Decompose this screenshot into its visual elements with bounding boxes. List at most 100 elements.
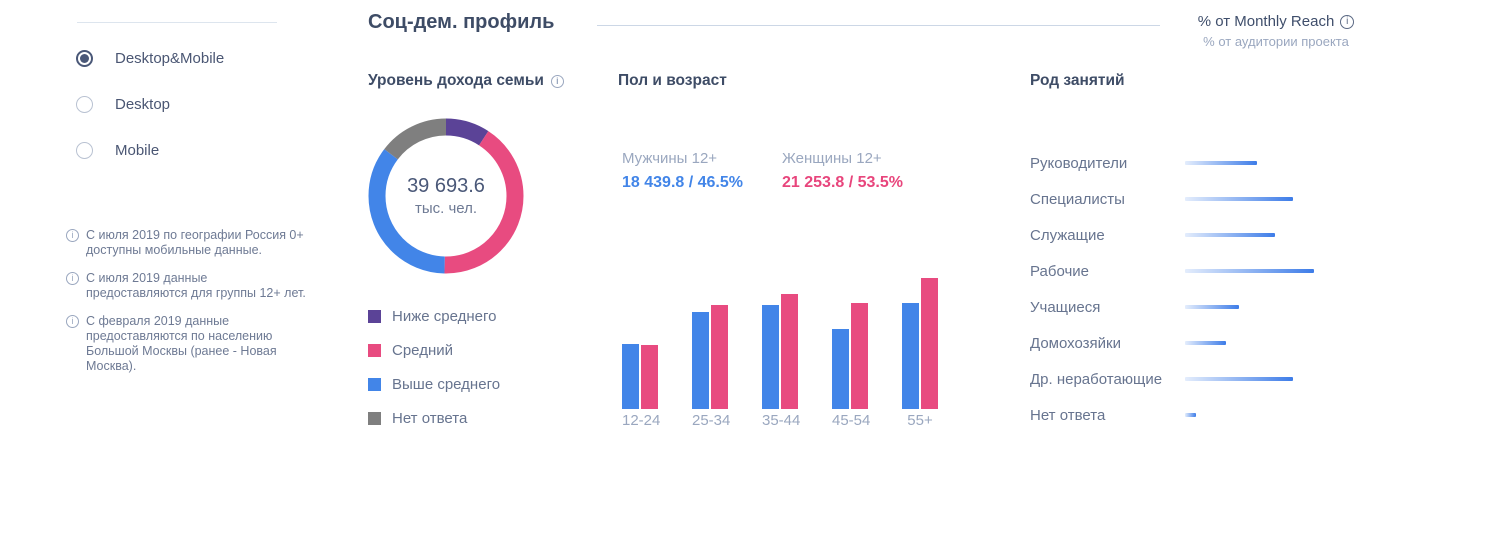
donut-segment[interactable]: [368, 118, 524, 274]
legend-swatch: [368, 411, 381, 425]
footnote: i С июля 2019 по географии Россия 0+ дост…: [66, 228, 322, 258]
occupation-bar[interactable]: [1185, 161, 1257, 165]
radio-selected-icon[interactable]: [76, 49, 93, 67]
legend-label: Ниже среднего: [392, 307, 497, 325]
bar[interactable]: [851, 303, 868, 409]
radio-label: Desktop&Mobile: [115, 49, 225, 67]
occupation-row: Рабочие: [1030, 253, 1314, 289]
reach-metric-toggle[interactable]: % от Monthly Reach i: [1198, 13, 1355, 30]
info-icon: i: [66, 315, 79, 328]
age-category-label: 25-34: [692, 412, 731, 429]
footnote: i С февраля 2019 данные предоставляются п…: [66, 314, 322, 374]
bar[interactable]: [641, 345, 658, 409]
radio-label: Mobile: [115, 141, 160, 159]
occupation-label: Служащие: [1030, 226, 1105, 244]
info-icon[interactable]: i: [550, 75, 564, 88]
radio-label: Desktop: [115, 95, 171, 113]
occupation-label: Специалисты: [1030, 190, 1125, 208]
gender-section-title: Пол и возраст: [618, 72, 727, 90]
bar[interactable]: [711, 305, 728, 409]
bar[interactable]: [921, 278, 938, 409]
reach-metric-block: % от Monthly Reach i % от аудитории проек…: [1186, 13, 1366, 49]
female-stats: Женщины 12+ 21 253.8 / 53.5%: [782, 150, 942, 192]
radio-option-mobile[interactable]: Mobile: [76, 140, 224, 160]
income-legend: Ниже среднего Средний Выше среднего Нет отв…: [368, 306, 500, 442]
info-icon[interactable]: i: [1340, 15, 1355, 29]
occupation-bar[interactable]: [1185, 341, 1226, 345]
bar[interactable]: [692, 312, 709, 409]
male-stats: Мужчины 12+ 18 439.8 / 46.5%: [622, 150, 782, 192]
occupation-bar[interactable]: [1185, 269, 1314, 273]
footnote-text: С июля 2019 данные предоставляются для г…: [86, 271, 306, 300]
donut-segment[interactable]: [368, 118, 524, 274]
gender-age-bar-chart: [618, 278, 938, 409]
occupation-bar[interactable]: [1185, 197, 1293, 201]
age-category-label: 12-24: [622, 412, 661, 429]
income-donut-chart[interactable]: 39 693.6 тыс. чел.: [368, 118, 524, 274]
bar-group-35-44: [762, 294, 798, 409]
radio-option-desktop[interactable]: Desktop: [76, 94, 224, 114]
page-title: Соц-дем. профиль: [368, 11, 555, 33]
footnote-text: С июля 2019 по географии Россия 0+ досту…: [86, 228, 304, 257]
legend-label: Нет ответа: [392, 409, 468, 427]
legend-item: Средний: [368, 340, 500, 360]
female-value: 21 253.8 / 53.5%: [782, 174, 903, 191]
legend-swatch: [368, 377, 381, 391]
occupation-row: Нет ответа: [1030, 397, 1314, 433]
occupation-bar[interactable]: [1185, 233, 1275, 237]
info-icon: i: [66, 272, 79, 285]
occupation-bar[interactable]: [1185, 413, 1196, 417]
bar-group-45-54: [832, 303, 868, 409]
occupation-bar[interactable]: [1185, 305, 1239, 309]
legend-item: Ниже среднего: [368, 306, 500, 326]
sidebar-notes: i С июля 2019 по географии Россия 0+ дост…: [66, 228, 322, 387]
total-audience-value: 39 693.6: [407, 175, 485, 197]
bar[interactable]: [902, 303, 919, 409]
footnote: i С июля 2019 данные предоставляются для …: [66, 271, 322, 301]
donut-segment[interactable]: [368, 118, 524, 274]
age-category-label: 45-54: [832, 412, 871, 429]
bar-group-55+: [902, 278, 938, 409]
donut-center-label: 39 693.6 тыс. чел.: [368, 118, 524, 274]
age-category-label: 35-44: [762, 412, 801, 429]
total-audience-unit: тыс. чел.: [414, 200, 478, 217]
occupation-bar-chart: Руководители Специалисты Служащие Рабочие Уч…: [1030, 145, 1314, 433]
occupation-row: Др. неработающие: [1030, 361, 1314, 397]
bar[interactable]: [781, 294, 798, 409]
occupation-label: Домохозяйки: [1030, 334, 1121, 352]
radio-unselected-icon[interactable]: [76, 141, 93, 159]
legend-item: Нет ответа: [368, 408, 500, 428]
legend-swatch: [368, 309, 381, 323]
legend-label: Выше среднего: [392, 375, 501, 393]
occupation-row: Специалисты: [1030, 181, 1314, 217]
gender-title-text: Пол и возраст: [618, 72, 727, 89]
bar[interactable]: [762, 305, 779, 409]
occupation-section-title: Род занятий: [1030, 72, 1125, 90]
bar-group-25-34: [692, 305, 728, 409]
footnote-text: С февраля 2019 данные предоставляются по…: [86, 314, 277, 373]
bar-group-12-24: [622, 344, 658, 409]
gender-stats: Мужчины 12+ 18 439.8 / 46.5% Женщины 12+…: [622, 150, 942, 192]
occupation-title-text: Род занятий: [1030, 72, 1125, 89]
reach-metric-sublabel: % от аудитории проекта: [1203, 34, 1349, 49]
income-section-title: Уровень дохода семьи i: [368, 72, 564, 90]
income-title-text: Уровень дохода семьи: [368, 72, 544, 89]
bar[interactable]: [622, 344, 639, 409]
occupation-label: Руководители: [1030, 154, 1128, 172]
occupation-row: Домохозяйки: [1030, 325, 1314, 361]
gender-age-categories: 12-24 25-34 35-44 45-54 55+: [618, 412, 938, 429]
bar[interactable]: [832, 329, 849, 409]
reach-metric-label: % от Monthly Reach: [1197, 13, 1335, 30]
occupation-label: Рабочие: [1030, 262, 1089, 280]
title-divider: [597, 25, 1160, 26]
occupation-label: Учащиеся: [1030, 298, 1101, 316]
female-label: Женщины 12+: [782, 150, 882, 167]
platform-radio-group: Desktop&Mobile Desktop Mobile: [76, 48, 224, 186]
legend-item: Выше среднего: [368, 374, 500, 394]
radio-unselected-icon[interactable]: [76, 95, 93, 113]
info-icon: i: [66, 229, 79, 242]
occupation-bar[interactable]: [1185, 377, 1293, 381]
radio-option-desktop-mobile[interactable]: Desktop&Mobile: [76, 48, 224, 68]
legend-swatch: [368, 343, 381, 357]
